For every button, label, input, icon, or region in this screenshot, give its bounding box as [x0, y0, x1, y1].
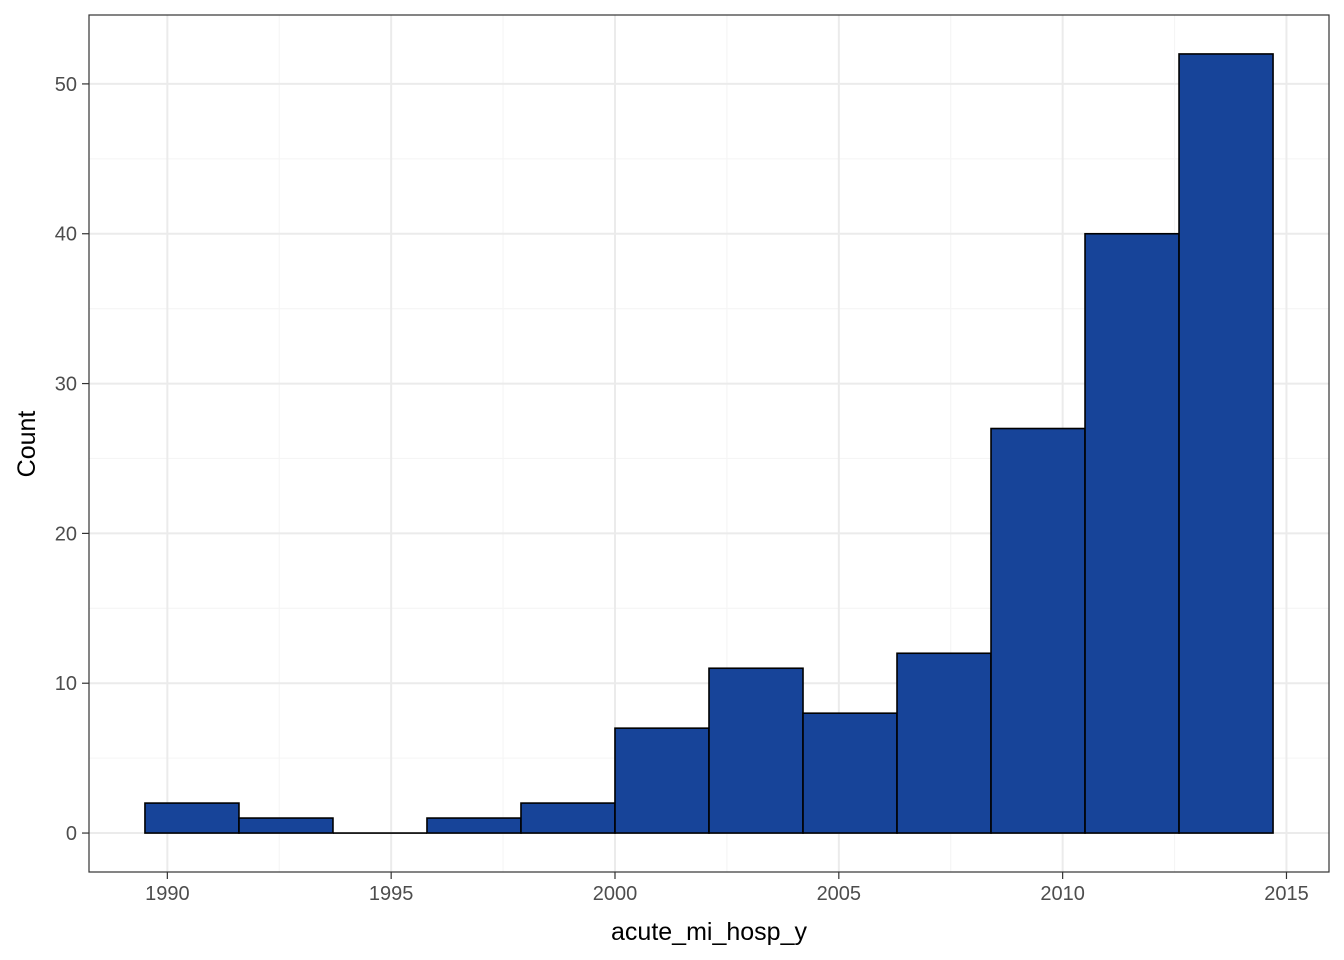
y-tick-label: 40 [55, 224, 77, 246]
panel-border [88, 14, 1330, 873]
histogram-bar [990, 427, 1086, 834]
histogram-bars [144, 53, 1274, 834]
y-axis-title: Count [13, 411, 41, 478]
histogram-bar [896, 652, 992, 834]
x-tick-label: 2005 [817, 883, 862, 905]
histogram-bar [802, 712, 898, 834]
histogram-bar [520, 802, 616, 834]
x-tick-label: 1990 [145, 883, 190, 905]
y-tick-label: 50 [55, 74, 77, 96]
x-tick-label: 2015 [1264, 883, 1309, 905]
y-tick-label: 0 [66, 823, 77, 845]
histogram-bar [238, 817, 334, 834]
y-axis-ticks: 0 10 20 30 40 50 [55, 74, 89, 845]
x-tick-label: 2010 [1040, 883, 1085, 905]
histogram-bar [708, 667, 804, 834]
histogram-bar [426, 817, 522, 834]
y-tick-label: 10 [55, 673, 77, 695]
histogram-bar [614, 727, 710, 834]
x-tick-label: 2000 [593, 883, 638, 905]
histogram-bar [144, 802, 240, 834]
x-axis-title: acute_mi_hosp_y [611, 918, 807, 946]
y-tick-label: 20 [55, 523, 77, 545]
y-tick-label: 30 [55, 374, 77, 396]
x-tick-label: 1995 [369, 883, 414, 905]
x-axis-ticks: 1990 1995 2000 2005 2010 2015 [145, 872, 1309, 905]
histogram-bar [1084, 232, 1180, 834]
histogram-bar [1178, 53, 1274, 834]
